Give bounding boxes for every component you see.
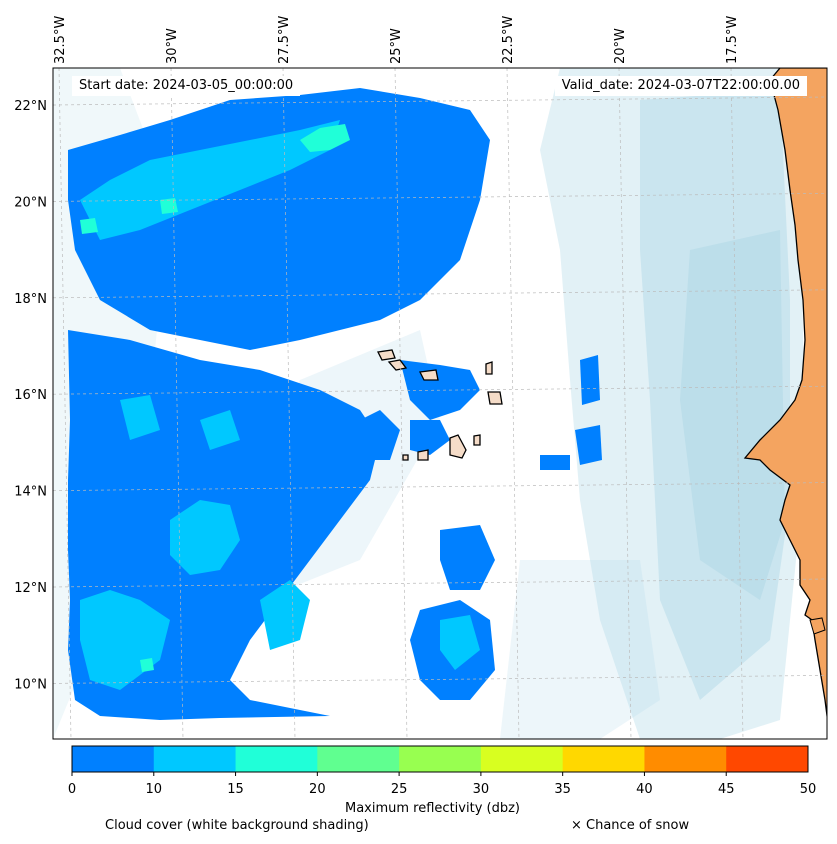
latitude-labels: 22°N 20°N 18°N 16°N 14°N 12°N 10°N [14,99,47,692]
small-coastal-island [809,617,826,635]
latitude-tick-label: 20°N [14,195,47,210]
colorbar-segment [153,746,237,772]
colorbar-segment [726,746,809,772]
colorbar-tick-label: 0 [67,782,77,797]
colorbar-tick-label: 35 [554,782,571,797]
latitude-tick-label: 16°N [14,388,47,403]
latitude-tick-label: 22°N [14,99,47,114]
start-date-label: Start date: 2024-03-05_00:00:00 [72,76,301,96]
colorbar-tick-label: 15 [227,782,244,797]
colorbar-tick-label: 10 [145,782,163,797]
colorbar-segment [235,746,318,772]
longitude-tick-label: 22.5°W [501,16,516,64]
longitude-gridline [394,68,408,739]
longitude-gridline [170,68,184,739]
colorbar-tick-label: 20 [309,782,326,797]
valid-date-label: Valid_date: 2024-03-07T22:00:00.00 [554,76,807,96]
colorbar-segment [72,746,155,772]
reflectivity-10-15 [80,120,480,690]
colorbar-tick-label: 50 [799,782,817,797]
longitude-gridline [506,68,520,739]
longitude-tick-label: 30°W [165,28,180,64]
colorbar-tick-label: 25 [390,782,408,797]
longitude-tick-label: 25°W [389,28,404,64]
colorbar [71,746,809,776]
map-gridlines [53,68,827,739]
snow-legend: × Chance of snow [571,818,690,833]
colorbar-label: Maximum reflectivity (dbz) [345,801,520,816]
longitude-gridline [282,68,296,739]
longitude-gridline [58,68,72,739]
latitude-tick-label: 12°N [14,581,47,596]
colorbar-frame [71,745,809,773]
map-frame [52,67,828,740]
longitude-gridline [730,68,744,739]
latitude-tick-label: 14°N [14,485,47,500]
latitude-tick-label: 10°N [14,677,47,692]
colorbar-tick-label: 45 [717,782,735,797]
latitude-tick-label: 18°N [14,292,47,307]
colorbar-segment [480,746,564,772]
longitude-tick-label: 17.5°W [725,16,740,64]
longitude-tick-label: 20°W [613,28,628,64]
colorbar-segment [562,746,645,772]
colorbar-tick-label: 30 [472,782,490,797]
reflectivity-15-20 [80,124,350,672]
longitude-labels: 32.5°W 30°W 27.5°W 25°W 22.5°W 20°W 17.5°W [53,16,740,64]
colorbar-tick-label: 40 [636,782,653,797]
colorbar-segment [317,746,400,772]
longitude-gridline [618,68,632,739]
longitude-tick-label: 27.5°W [277,16,292,64]
colorbar-segment [399,746,482,772]
cloud-cover-legend: Cloud cover (white background shading) [105,818,369,833]
longitude-tick-label: 32.5°W [53,16,68,64]
african-coast-land [743,68,827,721]
cape-verde-islands [377,349,503,461]
colorbar-segment [644,746,727,772]
